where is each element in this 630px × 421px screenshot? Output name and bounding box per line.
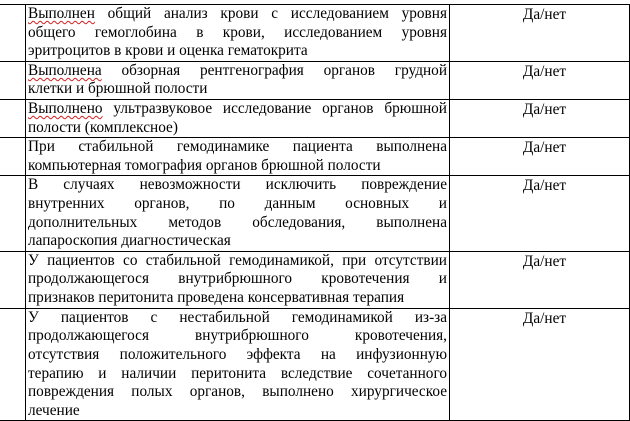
criterion-cell: У пациентов с нестабильной гемодинамикой… (25, 307, 450, 421)
criterion-text-line: эритроцитов в крови и оценка гематокрита (28, 42, 308, 60)
row-number-cell (0, 60, 26, 100)
criterion-text-line: У пациентов со стабильной гемодинамикой,… (28, 251, 447, 269)
answer-cell: Да/нет (449, 250, 630, 309)
answer-cell: Да/нет (449, 175, 630, 252)
criterion-text-line: Выполнен общий анализ крови с исследован… (28, 5, 447, 22)
answer-text: Да/нет (522, 100, 567, 118)
criterion-text-line: При стабильной гемодинамике пациента вып… (28, 138, 447, 156)
table-row: В случаях невозможности исключить повреж… (0, 175, 630, 252)
criterion-text-line: полости (комплексное) (28, 118, 178, 136)
answer-cell: Да/нет (449, 307, 630, 421)
criterion-text-line: отсутствия положительного эффекта на инф… (28, 345, 447, 363)
answer-cell: Да/нет (449, 4, 630, 62)
table-row: Выполнена обзорная рентгенография органо… (0, 60, 630, 100)
criterion-text-line: повреждения полых органов, выполнено хир… (28, 383, 447, 401)
criterion-text-line: В случаях невозможности исключить повреж… (28, 176, 447, 194)
answer-text: Да/нет (522, 177, 567, 195)
spellcheck-underline: Выполнен (28, 5, 95, 22)
table-row: У пациентов со стабильной гемодинамикой,… (0, 250, 630, 309)
criterion-text-line: общего гемоглобина в крови, исследование… (28, 23, 447, 41)
criterion-text-line: У пациентов с нестабильной гемодинамикой… (28, 308, 447, 326)
criterion-text-line: терапию и наличии перитонита вследствие … (28, 364, 447, 382)
table-row: Выполнено ультразвуковое исследование ор… (0, 98, 630, 139)
table-row: У пациентов с нестабильной гемодинамикой… (0, 307, 630, 421)
answer-cell: Да/нет (449, 60, 630, 100)
criterion-text-line: продолжающегося внутрибрюшного кровотече… (28, 270, 447, 288)
criterion-cell: У пациентов со стабильной гемодинамикой,… (25, 250, 450, 309)
answer-text: Да/нет (522, 62, 567, 80)
criterion-cell: При стабильной гемодинамике пациента вып… (25, 137, 450, 177)
criterion-text-line: клетки и брюшной полости (28, 80, 208, 98)
answer-text: Да/нет (522, 309, 567, 327)
answer-text: Да/нет (522, 6, 567, 23)
row-number-cell (0, 175, 26, 252)
answer-text: Да/нет (522, 252, 567, 270)
criterion-text-line: компьютерная томография органов брюшной … (28, 156, 381, 174)
criterion-cell: Выполнен общий анализ крови с исследован… (25, 4, 450, 62)
row-number-cell (0, 250, 26, 309)
criterion-text-line: дополнительных методов обследования, вып… (28, 213, 447, 231)
criterion-text-line: признаков перитонита проведена консерват… (28, 288, 405, 306)
criteria-table-body: Выполнен общий анализ крови с исследован… (0, 4, 630, 421)
row-number-cell (0, 307, 26, 421)
criterion-cell: Выполнено ультразвуковое исследование ор… (25, 98, 450, 139)
row-number-cell (0, 4, 26, 62)
row-number-cell (0, 98, 26, 139)
answer-cell: Да/нет (449, 98, 630, 139)
criterion-text-line: лечение (28, 401, 80, 419)
criterion-text-line: Выполнено ультразвуковое исследование ор… (28, 99, 447, 117)
criterion-cell: Выполнена обзорная рентгенография органо… (25, 60, 450, 100)
criterion-cell: В случаях невозможности исключить повреж… (25, 175, 450, 252)
spellcheck-underline: Выполнена (28, 61, 102, 79)
criterion-text-line: продолжающегося внутрибрюшного кровотече… (28, 327, 447, 345)
table-row: Выполнен общий анализ крови с исследован… (0, 4, 630, 62)
criteria-table: Выполнен общий анализ крови с исследован… (0, 4, 630, 421)
spellcheck-underline: Выполнено (28, 99, 103, 117)
criterion-text-line: внутренних органов, по данным основных и (28, 194, 447, 212)
criterion-text-line: Выполнена обзорная рентгенография органо… (28, 61, 447, 79)
row-number-cell (0, 137, 26, 177)
answer-text: Да/нет (522, 139, 567, 157)
answer-cell: Да/нет (449, 137, 630, 177)
criterion-text-line: лапароскопия диагностическая (28, 232, 231, 250)
table-row: При стабильной гемодинамике пациента вып… (0, 137, 630, 177)
